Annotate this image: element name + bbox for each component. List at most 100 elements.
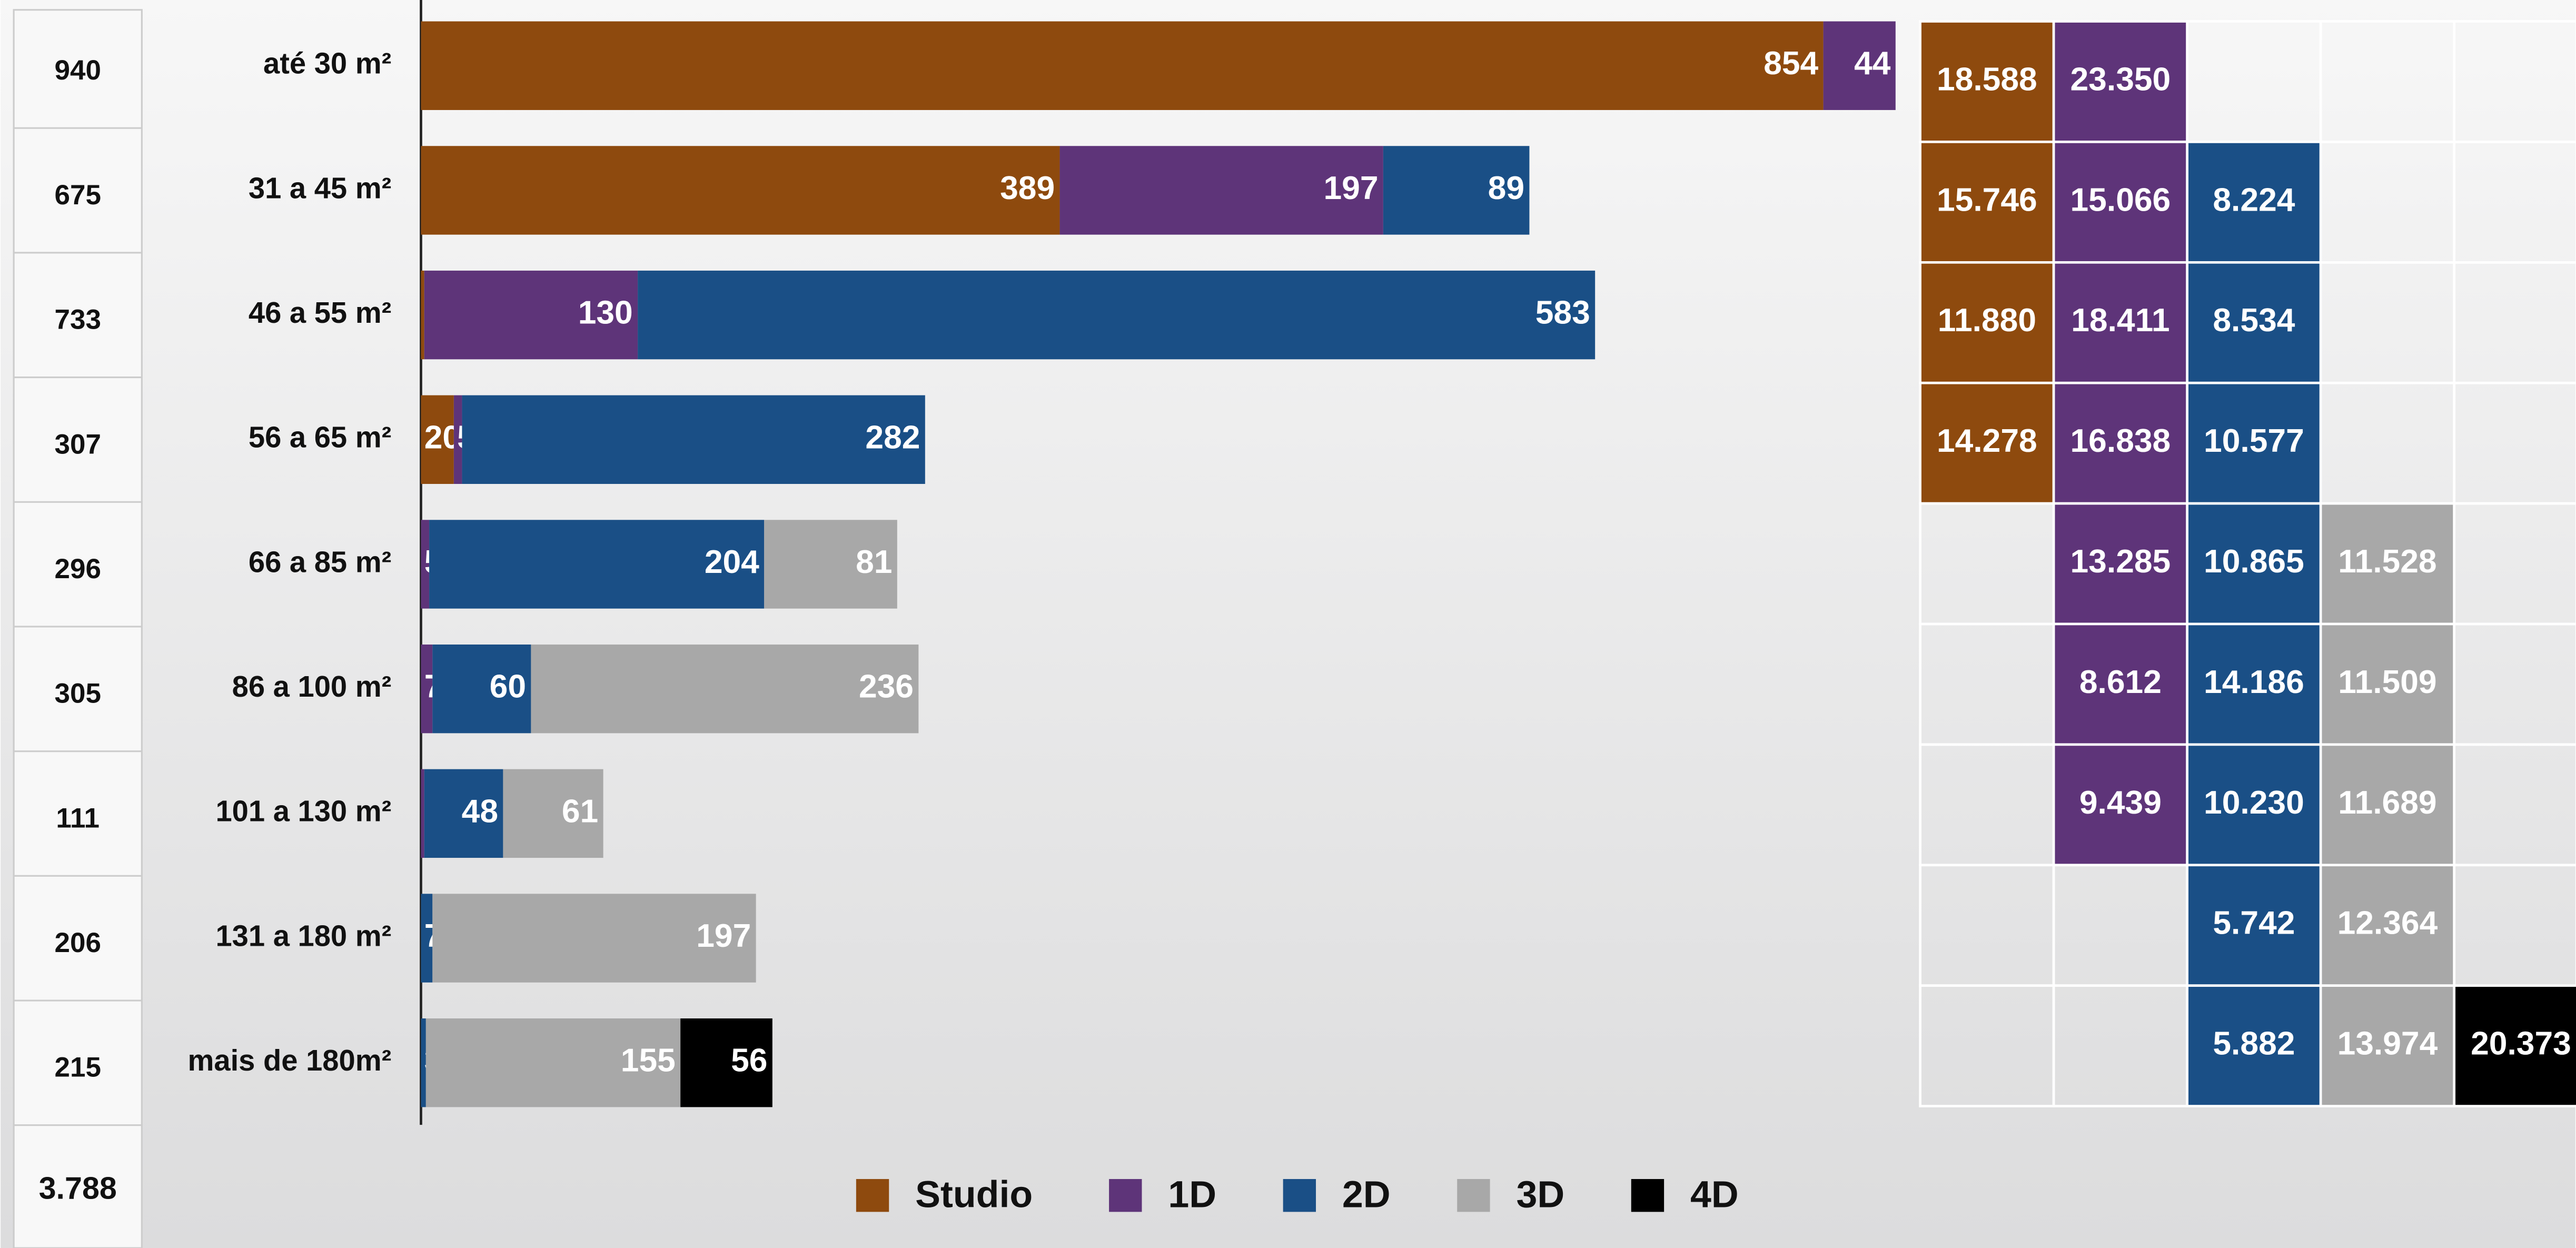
legend-swatch (1457, 1179, 1490, 1212)
category-label: 101 a 130 m² (215, 795, 391, 828)
bar-segment (424, 769, 503, 858)
table-cell (2052, 743, 2188, 867)
value-label: 56 (731, 1043, 767, 1079)
row-total: 206 (55, 927, 101, 958)
table-value: 9.439 (2079, 785, 2162, 821)
legend-label: Studio (915, 1173, 1033, 1215)
bar-segment (421, 894, 433, 983)
table-value: 18.411 (2071, 302, 2169, 339)
value-label: 197 (696, 918, 751, 954)
table-value: 11.689 (2338, 785, 2436, 821)
value-label: 48 (462, 793, 498, 829)
bar-segment (462, 395, 925, 484)
value-label: 60 (490, 669, 526, 705)
table-value: 10.577 (2204, 423, 2304, 459)
legend-swatch (856, 1179, 889, 1212)
bar-segment (429, 520, 765, 609)
bar-segment (421, 395, 454, 484)
bar-segment (764, 520, 897, 609)
category-label: 56 a 65 m² (249, 421, 391, 454)
table-cell (2319, 984, 2456, 1107)
table-value: 8.534 (2213, 302, 2295, 339)
row-total: 305 (55, 678, 101, 709)
table-value: 11.509 (2338, 664, 2436, 700)
table-value: 10.865 (2204, 543, 2304, 580)
row-total: 215 (55, 1052, 101, 1083)
bar-segment (421, 270, 424, 360)
bar-segment (421, 146, 1060, 235)
legend-swatch (1283, 1179, 1316, 1212)
category-label: 86 a 100 m² (232, 670, 392, 703)
value-label: 61 (562, 793, 598, 829)
bar-segment (425, 1018, 681, 1107)
table-value: 16.838 (2070, 423, 2171, 459)
value-label: 130 (578, 295, 633, 331)
category-label: até 30 m² (263, 47, 391, 80)
table-cell (2186, 141, 2322, 264)
table-value: 13.285 (2070, 543, 2171, 580)
bar-segment (432, 894, 756, 983)
legend-swatch (1109, 1179, 1142, 1212)
table-cell (2186, 261, 2322, 384)
value-label: 854 (1763, 45, 1818, 82)
table-cell (2453, 984, 2576, 1107)
table-value: 5.742 (2213, 905, 2295, 942)
bar-segment (453, 395, 462, 484)
value-label: 236 (859, 669, 914, 705)
table-value: 15.066 (2070, 182, 2171, 218)
bar-segment (680, 1018, 772, 1107)
table-value: 11.528 (2338, 543, 2436, 580)
table-cell (1919, 141, 2055, 264)
grand-total: 3.788 (39, 1171, 117, 1206)
row-total: 296 (55, 553, 101, 585)
bar-segment (421, 21, 1824, 110)
row-total: 675 (55, 180, 101, 211)
bar-segment (1383, 146, 1530, 235)
row-total: 733 (55, 304, 101, 335)
table-cell (2186, 864, 2322, 987)
bar-segment (421, 1018, 426, 1107)
table-cell (2186, 381, 2322, 505)
table-cell (2052, 20, 2188, 143)
bar-segment (421, 769, 424, 858)
bar-segment (424, 270, 638, 360)
value-label: 389 (1000, 170, 1055, 206)
table-value: 13.974 (2337, 1026, 2438, 1062)
table-value: 14.186 (2204, 664, 2304, 700)
bar-segment (421, 644, 433, 734)
legend-swatch (1631, 1179, 1665, 1212)
value-label: 89 (1488, 170, 1524, 206)
table-value: 8.612 (2079, 664, 2162, 700)
bar-segment (432, 644, 531, 734)
value-label: 44 (1854, 45, 1891, 82)
table-value: 10.230 (2204, 785, 2304, 821)
value-label: 282 (865, 419, 920, 455)
table-value: 8.224 (2213, 182, 2295, 218)
category-label: 46 a 55 m² (249, 296, 391, 329)
table-cell (2186, 743, 2322, 867)
value-label: 583 (1535, 295, 1590, 331)
value-label: 81 (856, 544, 892, 580)
bar-segment (1059, 146, 1383, 235)
table-value: 18.588 (1937, 61, 2037, 97)
bar-segment (1823, 21, 1896, 110)
table-value: 5.882 (2213, 1026, 2295, 1062)
value-label: 155 (621, 1043, 676, 1079)
table-cell (2319, 743, 2456, 867)
table-value: 11.880 (1938, 302, 2036, 339)
bar-segment (531, 644, 919, 734)
table-value: 20.373 (2471, 1026, 2571, 1062)
row-total: 940 (55, 55, 101, 86)
category-label: 66 a 85 m² (249, 545, 391, 578)
value-label: 197 (1323, 170, 1378, 206)
table-value: 15.746 (1937, 182, 2037, 218)
legend-label: 3D (1516, 1173, 1564, 1215)
table-value: 14.278 (1937, 423, 2037, 459)
table-cell (2052, 261, 2188, 384)
category-label: 131 a 180 m² (215, 919, 391, 952)
totals-column (13, 9, 143, 1248)
table-value: 12.364 (2337, 905, 2438, 942)
value-label: 204 (705, 544, 759, 580)
